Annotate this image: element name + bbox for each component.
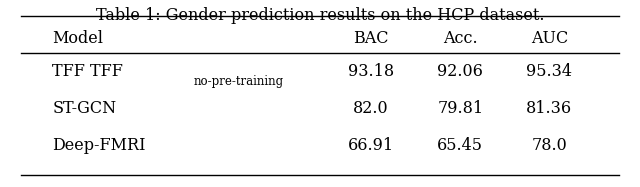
Text: 92.06: 92.06: [437, 63, 483, 80]
Text: 93.18: 93.18: [348, 63, 394, 80]
Text: 78.0: 78.0: [532, 137, 567, 154]
Text: BAC: BAC: [353, 30, 388, 47]
Text: 81.36: 81.36: [526, 100, 572, 117]
Text: Acc.: Acc.: [443, 30, 477, 47]
Text: Table 1: Gender prediction results on the HCP dataset.: Table 1: Gender prediction results on th…: [96, 7, 544, 24]
Text: 95.34: 95.34: [526, 63, 572, 80]
Text: 79.81: 79.81: [437, 100, 483, 117]
Text: ST-GCN: ST-GCN: [52, 100, 116, 117]
Text: AUC: AUC: [531, 30, 568, 47]
Text: Model: Model: [52, 30, 104, 47]
Text: Deep-FMRI: Deep-FMRI: [52, 137, 146, 154]
Text: 65.45: 65.45: [437, 137, 483, 154]
Text: TFF TFF: TFF TFF: [52, 63, 124, 80]
Text: 66.91: 66.91: [348, 137, 394, 154]
Text: 82.0: 82.0: [353, 100, 388, 117]
Text: no-pre-training: no-pre-training: [194, 75, 284, 88]
